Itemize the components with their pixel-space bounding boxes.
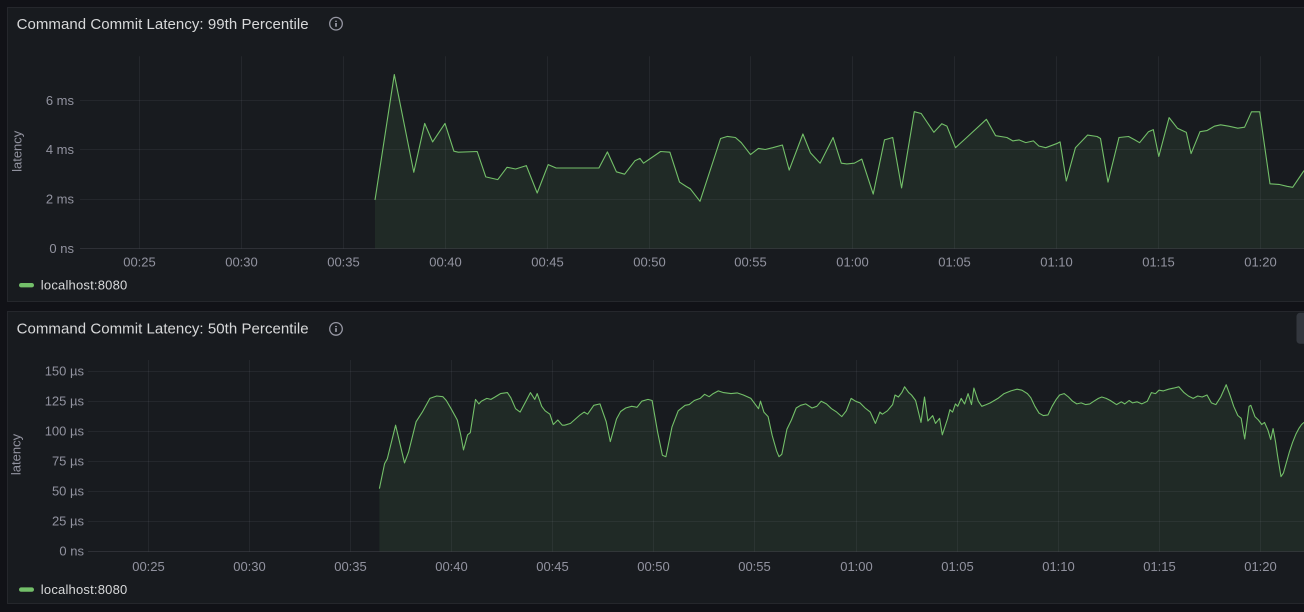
svg-text:00:50: 00:50 [637, 559, 670, 574]
svg-text:00:30: 00:30 [233, 559, 266, 574]
svg-text:00:35: 00:35 [327, 255, 360, 270]
svg-text:00:30: 00:30 [225, 255, 258, 270]
svg-text:00:45: 00:45 [531, 255, 564, 270]
svg-text:75 µs: 75 µs [52, 454, 85, 469]
svg-text:01:20: 01:20 [1244, 559, 1277, 574]
svg-text:localhost:8080: localhost:8080 [41, 277, 128, 292]
svg-text:0 ns: 0 ns [49, 241, 74, 256]
svg-text:2 ms: 2 ms [46, 192, 75, 207]
svg-text:6 ms: 6 ms [46, 93, 75, 108]
svg-text:latency: latency [10, 130, 25, 172]
svg-text:01:00: 01:00 [836, 255, 869, 270]
svg-text:01:05: 01:05 [941, 559, 974, 574]
svg-text:150 µs: 150 µs [45, 364, 85, 379]
svg-text:latency: latency [9, 433, 24, 475]
svg-text:4 ms: 4 ms [46, 142, 75, 157]
svg-text:01:10: 01:10 [1040, 255, 1073, 270]
svg-text:50 µs: 50 µs [52, 484, 85, 499]
svg-text:00:25: 00:25 [123, 255, 156, 270]
svg-text:01:05: 01:05 [938, 255, 971, 270]
svg-text:25 µs: 25 µs [52, 514, 85, 529]
svg-text:125 µs: 125 µs [45, 394, 85, 409]
svg-text:00:40: 00:40 [435, 559, 468, 574]
svg-text:01:20: 01:20 [1244, 255, 1277, 270]
svg-text:01:10: 01:10 [1042, 559, 1075, 574]
svg-text:01:15: 01:15 [1142, 255, 1175, 270]
svg-text:00:50: 00:50 [633, 255, 666, 270]
svg-text:01:00: 01:00 [840, 559, 873, 574]
svg-text:00:35: 00:35 [334, 559, 367, 574]
svg-text:00:55: 00:55 [734, 255, 767, 270]
svg-text:Command Commit Latency: 99th P: Command Commit Latency: 99th Percentile [17, 16, 309, 33]
svg-text:01:15: 01:15 [1143, 559, 1176, 574]
svg-text:00:55: 00:55 [738, 559, 771, 574]
svg-text:00:40: 00:40 [429, 255, 462, 270]
svg-text:0 ns: 0 ns [59, 544, 84, 559]
svg-text:00:45: 00:45 [536, 559, 569, 574]
svg-text:localhost:8080: localhost:8080 [41, 582, 128, 597]
svg-text:00:25: 00:25 [132, 559, 165, 574]
svg-text:Command Commit Latency: 50th P: Command Commit Latency: 50th Percentile [17, 321, 309, 338]
svg-text:100 µs: 100 µs [45, 424, 85, 439]
